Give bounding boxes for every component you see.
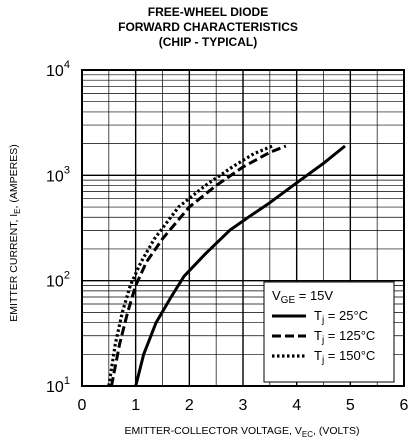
legend-entry-label: Tj = 125°C [314,328,375,346]
plot-frame [81,69,405,387]
legend-entry-label: Tj = 150°C [314,348,375,366]
x-axis-title-sub: EC [302,430,313,439]
y-tick-base: 10 [46,63,64,80]
chart-title-line-3: (CHIP - TYPICAL) [159,35,257,49]
y-tick-label: 104 [46,59,70,80]
legend-header-value: = 15V [295,288,333,303]
series-layer [107,144,346,387]
legend-header-sub: GE [281,295,296,306]
y-axis-title: EMITTER CURRENT, IE, (AMPERES) [8,144,22,321]
x-tick-label: 4 [292,397,301,414]
x-tick-labels: 0 1 2 3 4 5 6 [78,397,409,414]
legend-box [263,281,395,383]
y-axis-title-sub: E [13,208,22,213]
y-tick-exponent: 2 [64,270,70,282]
legend-header-main: V [272,288,281,303]
x-tick-label: 1 [131,397,140,414]
legend-entry-label: Tj = 25°C [314,308,368,326]
legend-entry-main: T [314,308,322,323]
legend-entry-main: T [314,348,322,363]
x-tick-label: 0 [78,397,87,414]
legend-entry-sub: j [321,315,324,326]
y-tick-label: 103 [46,164,70,185]
legend-entry-sub: j [321,335,324,346]
x-tick-label: 3 [239,397,248,414]
chart-title-line-2: FORWARD CHARACTERISTICS [118,20,298,34]
y-tick-base: 10 [46,274,64,291]
legend: VGE = 15V Tj = 25°CTj = 125°CTj = 150°C [263,281,395,383]
legend-entry-value: = 150°C [324,348,375,363]
y-tick-base: 10 [46,379,64,396]
y-axis-title-unit: , (AMPERES) [8,144,20,208]
legend-header: VGE = 15V [272,288,333,306]
x-axis-title-unit: , (VOLTS) [313,425,359,437]
x-axis-title-main: EMITTER-COLLECTOR VOLTAGE, V [125,425,302,437]
y-tick-exponent: 4 [64,59,70,71]
legend-entries: Tj = 25°CTj = 125°CTj = 150°C [272,308,375,366]
x-tick-label: 6 [400,397,409,414]
chart-title: FREE-WHEEL DIODE FORWARD CHARACTERISTICS… [118,5,298,49]
legend-entry-value: = 125°C [324,328,375,343]
legend-entry-value: = 25°C [324,308,368,323]
x-tick-label: 2 [185,397,194,414]
chart-title-line-1: FREE-WHEEL DIODE [148,5,268,19]
legend-entry-sub: j [321,355,324,366]
y-tick-label: 102 [46,270,70,291]
y-tick-exponent: 1 [64,375,70,387]
series-line-dashed [110,144,287,387]
x-tick-label: 5 [346,397,355,414]
series-line-dotted [107,144,274,387]
y-tick-exponent: 3 [64,164,70,176]
x-axis-title: EMITTER-COLLECTOR VOLTAGE, VEC, (VOLTS) [125,425,360,439]
y-tick-base: 10 [46,168,64,185]
y-tick-label: 101 [46,375,70,396]
y-axis-title-main: EMITTER CURRENT, I [8,214,20,322]
series-line-solid [134,144,346,387]
legend-entry-main: T [314,328,322,343]
